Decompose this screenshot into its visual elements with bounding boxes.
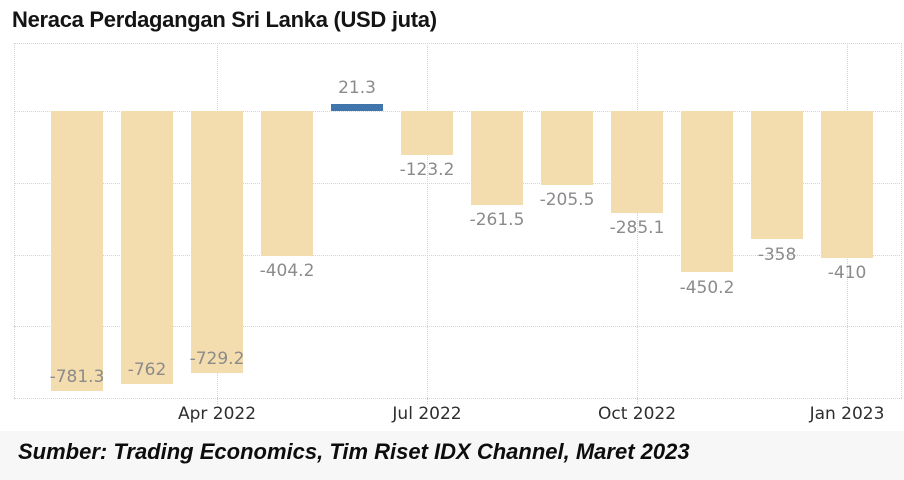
bar-value-label: -410 bbox=[827, 263, 867, 283]
bar bbox=[821, 111, 873, 259]
bar bbox=[51, 111, 103, 392]
x-axis-label: Oct 2022 bbox=[597, 404, 677, 424]
source-footer: Sumber: Trading Economics, Tim Riset IDX… bbox=[0, 431, 904, 480]
bar-value-label: -123.2 bbox=[399, 160, 455, 180]
bar-value-label: 21.3 bbox=[338, 78, 376, 98]
plot-right-border bbox=[901, 43, 902, 398]
bar bbox=[191, 111, 243, 373]
x-tick bbox=[427, 398, 428, 404]
bar bbox=[681, 111, 733, 273]
bar bbox=[331, 103, 383, 112]
y-gridline bbox=[14, 255, 902, 256]
bar bbox=[611, 111, 663, 214]
plot-left-border bbox=[14, 43, 15, 398]
bar-value-label: -205.5 bbox=[539, 190, 595, 210]
bar-value-label: -450.2 bbox=[679, 278, 735, 298]
chart-title: Neraca Perdagangan Sri Lanka (USD juta) bbox=[12, 7, 437, 32]
bar-value-label: -404.2 bbox=[259, 261, 315, 281]
bar-value-label: -762 bbox=[127, 360, 167, 380]
plot-top-border bbox=[14, 43, 902, 44]
bar-value-label: -261.5 bbox=[469, 210, 525, 230]
x-gridline bbox=[427, 43, 428, 398]
x-tick bbox=[847, 398, 848, 404]
bar bbox=[471, 111, 523, 205]
y-gridline bbox=[14, 183, 902, 184]
bar-value-label: -285.1 bbox=[609, 218, 665, 238]
x-axis-label: Jan 2023 bbox=[809, 404, 885, 424]
x-axis-label: Jul 2022 bbox=[392, 404, 462, 424]
y-gridline bbox=[14, 326, 902, 327]
x-tick bbox=[637, 398, 638, 404]
bar-value-label: -781.3 bbox=[49, 367, 105, 387]
bar-value-label: -729.2 bbox=[189, 349, 245, 369]
y-gridline bbox=[14, 111, 902, 112]
bar bbox=[541, 111, 593, 185]
bar bbox=[401, 111, 453, 156]
bar bbox=[121, 111, 173, 385]
bar bbox=[261, 111, 313, 256]
x-axis-label: Apr 2022 bbox=[177, 404, 257, 424]
y-gridline bbox=[14, 398, 902, 399]
plot-area: -781.3 -762 -729.2 -404.2 21.3 -123.2 -261.5 -2… bbox=[14, 43, 902, 404]
source-text: Sumber: Trading Economics, Tim Riset IDX… bbox=[18, 439, 690, 464]
bar-value-label: -358 bbox=[757, 245, 797, 265]
x-gridline bbox=[637, 43, 638, 398]
bar bbox=[751, 111, 803, 240]
x-tick bbox=[217, 398, 218, 404]
